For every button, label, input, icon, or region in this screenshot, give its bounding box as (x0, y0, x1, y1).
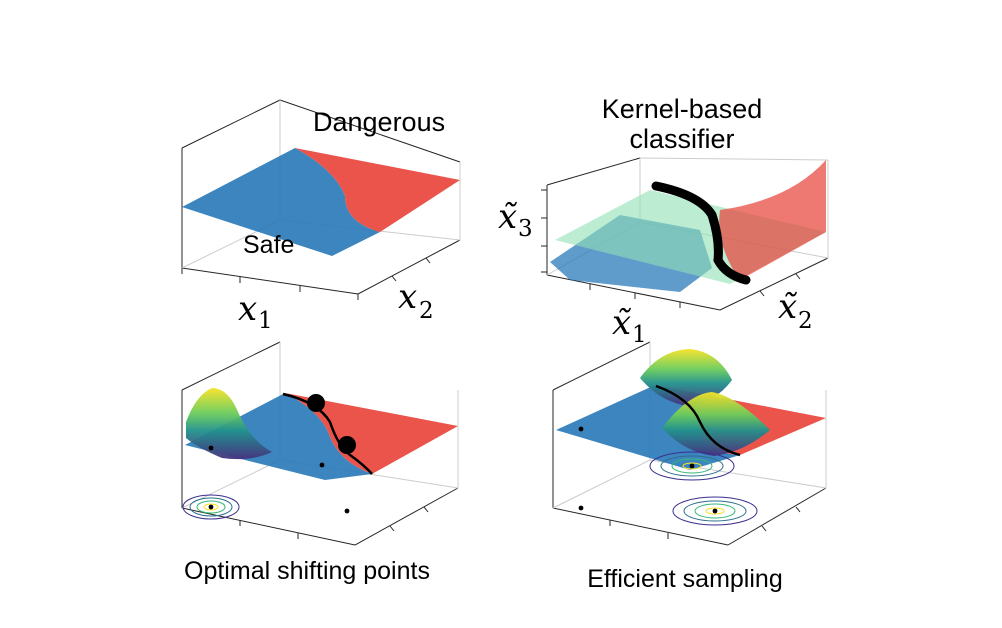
axis-x3-subscript: 3 (518, 216, 533, 242)
decision-boundary (651, 181, 751, 285)
tick-marks (541, 189, 801, 308)
axis-label-x2-tilde: x̃ 2 (778, 287, 813, 334)
shift-point-2 (338, 436, 356, 454)
axis-x1-subscript: 1 (632, 322, 647, 348)
axis-x2-base: x (398, 277, 417, 317)
panel-top-left: Dangerous Safe x 1 x 2 (181, 99, 461, 334)
dangerous-region (285, 393, 458, 474)
axis-x2-base: x̃ (778, 287, 798, 327)
panel-top-right: Kernel-based classifier x̃ 1 (498, 94, 829, 348)
safe-label: Safe (243, 231, 294, 259)
panel-bottom-left: Optimal shifting points (181, 341, 459, 585)
axis-x2-subscript: 2 (798, 308, 813, 334)
axis-x2-subscript: 2 (419, 298, 434, 324)
sample-dot (712, 508, 718, 514)
axis-x1-base: x (238, 289, 257, 329)
tick-marks (609, 506, 801, 539)
sample-dot (319, 462, 325, 468)
safe-region (182, 148, 380, 256)
gaussian-surface (662, 392, 770, 456)
axis-label-x1: x 1 (238, 289, 273, 334)
panel-bottom-right: Efficient sampling (552, 341, 827, 593)
axis-label-x2: x 2 (398, 277, 434, 324)
sample-dot (344, 508, 350, 514)
contour-rings (649, 451, 758, 526)
caption: Optimal shifting points (184, 557, 430, 585)
axis-x3-base: x̃ (498, 197, 518, 237)
limit-state-curve (655, 384, 741, 457)
gaussian-surface (186, 388, 272, 460)
axis-x1-base: x̃ (612, 303, 632, 343)
title-line2: classifier (629, 124, 734, 154)
sample-dot (578, 426, 584, 432)
dangerous-label: Dangerous (313, 107, 445, 137)
sample-dot (208, 445, 214, 451)
caption: Efficient sampling (587, 565, 782, 593)
sample-dot (689, 463, 695, 469)
sample-dot (578, 505, 584, 511)
shift-point-1 (307, 394, 325, 412)
safe-region (185, 393, 372, 480)
tick-marks (239, 506, 429, 539)
gaussian-surface (640, 349, 732, 406)
dangerous-scatter (719, 160, 826, 280)
axis-label-x1-tilde: x̃ 1 (612, 303, 647, 348)
axis-x1-subscript: 1 (258, 308, 273, 334)
tick-marks (181, 257, 431, 300)
dangerous-region (295, 148, 460, 232)
title-line1: Kernel-based (602, 94, 763, 124)
sample-dot (208, 504, 214, 510)
contour-rings (182, 494, 240, 520)
axis-label-x3-tilde: x̃ 3 (498, 197, 533, 242)
